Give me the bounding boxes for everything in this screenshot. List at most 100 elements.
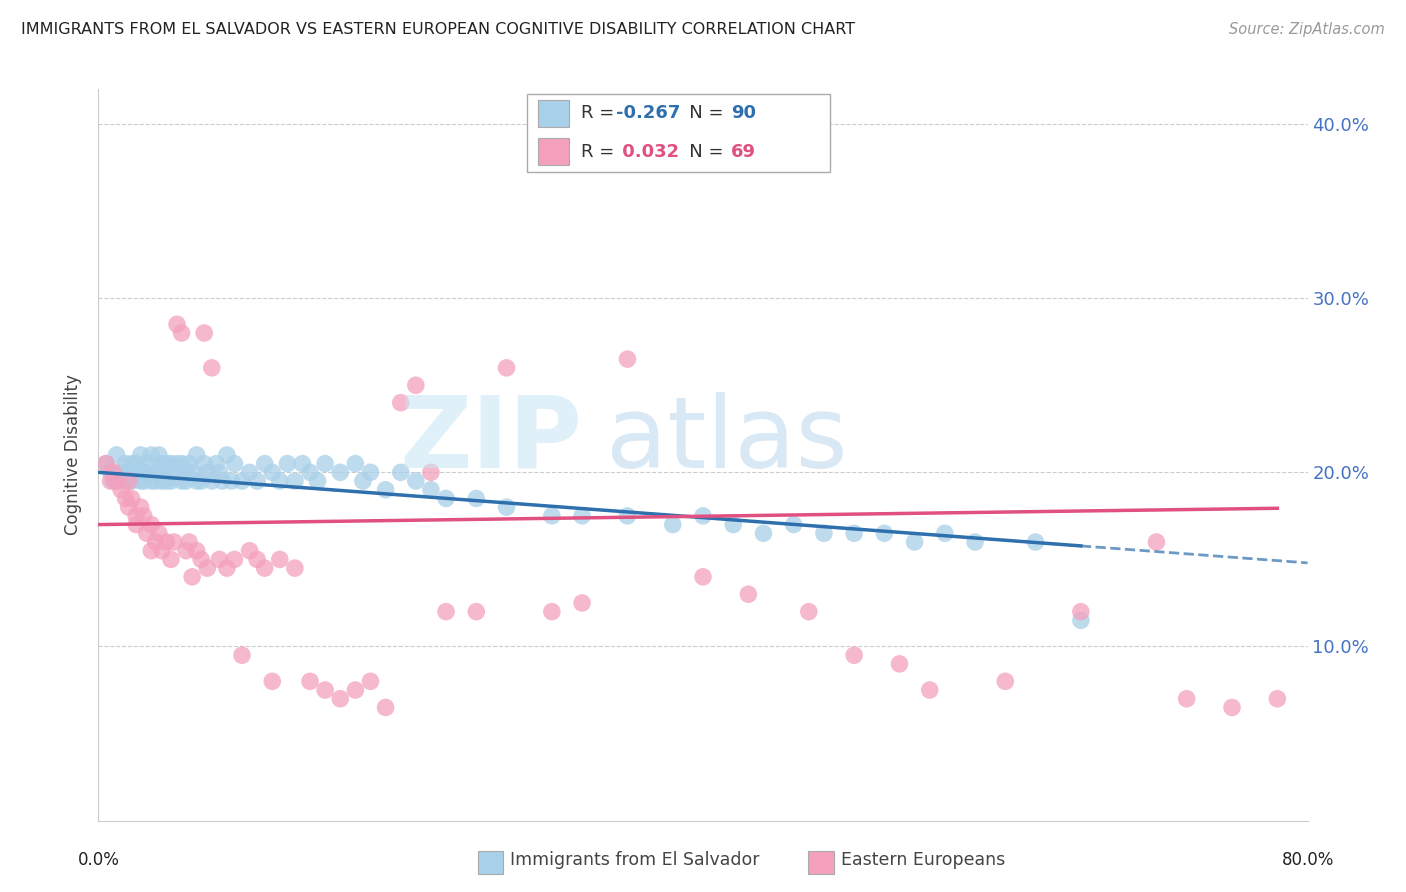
Point xyxy=(148,526,170,541)
Point xyxy=(135,466,157,480)
Point xyxy=(145,535,167,549)
Point xyxy=(752,526,775,541)
Point xyxy=(141,448,163,462)
Text: Eastern Europeans: Eastern Europeans xyxy=(841,851,1005,869)
Point xyxy=(253,457,276,471)
Point xyxy=(262,466,284,480)
Point xyxy=(239,466,262,480)
Point xyxy=(965,535,987,549)
Point xyxy=(246,552,269,566)
Point xyxy=(420,466,443,480)
Point xyxy=(125,517,148,532)
Point xyxy=(291,457,314,471)
Point xyxy=(239,543,262,558)
Point xyxy=(215,561,238,575)
Point xyxy=(121,491,143,506)
Point xyxy=(314,457,336,471)
Point xyxy=(329,691,352,706)
Point xyxy=(405,378,427,392)
Point xyxy=(103,466,125,480)
Point xyxy=(269,552,291,566)
Point xyxy=(150,543,173,558)
Point xyxy=(135,457,157,471)
Point xyxy=(314,683,336,698)
Y-axis label: Cognitive Disability: Cognitive Disability xyxy=(65,375,83,535)
Point xyxy=(150,474,173,488)
Point xyxy=(145,474,167,488)
Point xyxy=(155,457,177,471)
Point xyxy=(110,466,132,480)
Point xyxy=(166,318,188,332)
Text: R =: R = xyxy=(581,143,620,161)
Point xyxy=(934,526,956,541)
Point xyxy=(262,674,284,689)
Point xyxy=(150,457,173,471)
Point xyxy=(211,474,233,488)
Point xyxy=(616,352,638,367)
Point xyxy=(224,552,246,566)
Point xyxy=(571,508,593,523)
Point xyxy=(129,500,152,515)
Point xyxy=(118,474,141,488)
Point xyxy=(224,457,246,471)
Point xyxy=(174,466,197,480)
Point xyxy=(170,326,193,340)
Text: 0.0%: 0.0% xyxy=(77,851,120,869)
Point xyxy=(186,543,208,558)
Point xyxy=(110,483,132,497)
Point xyxy=(170,457,193,471)
Point xyxy=(195,561,218,575)
Text: N =: N = xyxy=(672,143,730,161)
Point xyxy=(125,457,148,471)
Point xyxy=(208,552,231,566)
Point xyxy=(344,683,367,698)
Point xyxy=(186,474,208,488)
Point xyxy=(94,457,117,471)
Point xyxy=(155,535,177,549)
Point xyxy=(389,395,412,409)
Point xyxy=(253,561,276,575)
Point xyxy=(125,508,148,523)
Point xyxy=(148,466,170,480)
Point xyxy=(434,605,457,619)
Point xyxy=(374,483,396,497)
Point xyxy=(269,474,291,488)
Point xyxy=(125,466,148,480)
Point xyxy=(186,448,208,462)
Point xyxy=(352,474,374,488)
Point xyxy=(129,474,152,488)
Point xyxy=(1220,700,1243,714)
Text: IMMIGRANTS FROM EL SALVADOR VS EASTERN EUROPEAN COGNITIVE DISABILITY CORRELATION: IMMIGRANTS FROM EL SALVADOR VS EASTERN E… xyxy=(21,22,855,37)
Point xyxy=(118,466,141,480)
Point xyxy=(174,474,197,488)
Point xyxy=(231,474,253,488)
Text: atlas: atlas xyxy=(606,392,848,489)
Point xyxy=(231,648,253,663)
Point xyxy=(1070,605,1092,619)
Point xyxy=(132,466,155,480)
Point xyxy=(571,596,593,610)
Point xyxy=(307,474,329,488)
Point xyxy=(193,457,215,471)
Point xyxy=(141,517,163,532)
Point xyxy=(100,466,122,480)
Point xyxy=(844,648,866,663)
Point xyxy=(329,466,352,480)
Point xyxy=(495,500,517,515)
Text: 90: 90 xyxy=(731,104,756,122)
Point xyxy=(132,508,155,523)
Point xyxy=(405,474,427,488)
Point xyxy=(299,466,322,480)
Point xyxy=(114,491,136,506)
Text: R =: R = xyxy=(581,104,620,122)
Point xyxy=(163,535,186,549)
Point xyxy=(540,508,562,523)
Point xyxy=(737,587,759,601)
Point xyxy=(844,526,866,541)
Point xyxy=(163,466,186,480)
Text: ZIP: ZIP xyxy=(399,392,582,489)
Point xyxy=(692,570,714,584)
Point xyxy=(179,457,201,471)
Point xyxy=(141,543,163,558)
Point xyxy=(616,508,638,523)
